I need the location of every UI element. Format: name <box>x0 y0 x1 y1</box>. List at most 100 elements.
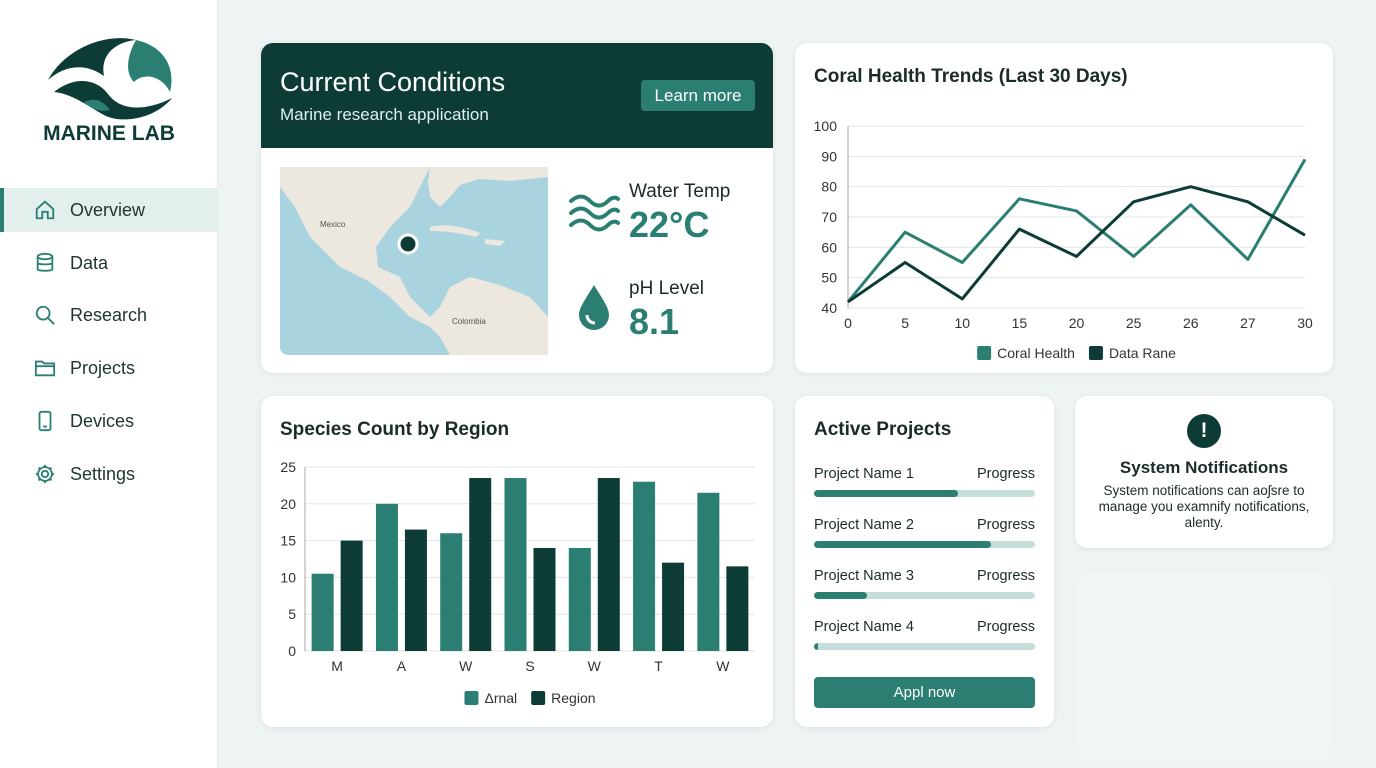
x-tick-label: W <box>588 658 602 674</box>
x-tick-label: 30 <box>1297 315 1313 331</box>
brand-name: MARINE LAB <box>43 122 175 145</box>
nav-item[interactable]: Settings <box>0 452 218 496</box>
alert-icon: ! <box>1187 414 1221 448</box>
wave-icon <box>569 194 620 232</box>
learn-more-button[interactable]: Learn more <box>641 80 755 111</box>
bar <box>662 562 685 651</box>
species-card: Species Count by Region 0 5 10 15 20 25 M A W S W T… <box>261 396 773 727</box>
legend: Coral Health Data Rane <box>977 345 1176 361</box>
map-label: Colombia <box>452 317 486 326</box>
project-status: Progress <box>976 466 1035 482</box>
legend-label: Coral Health <box>997 345 1075 361</box>
nav-item[interactable]: Research <box>0 293 218 337</box>
nav-label: Overview <box>70 199 146 220</box>
nav-icon <box>35 305 55 325</box>
legend-label: Data Rane <box>1109 345 1176 361</box>
bar <box>340 540 363 651</box>
sidebar: MARINE LAB Overview Data Research Projec… <box>0 0 218 768</box>
y-tick-label: 20 <box>280 496 296 512</box>
y-tick-label: 80 <box>821 179 837 195</box>
notifications-title: System Notifications <box>1119 458 1289 477</box>
y-tick-label: 0 <box>288 643 296 659</box>
project-status: Progress <box>976 517 1035 533</box>
bar <box>404 529 427 651</box>
y-tick-label: 100 <box>814 118 838 134</box>
y-tick-label: 50 <box>821 270 837 286</box>
conditions-subtitle: Marine research application <box>280 105 489 124</box>
progress-track <box>814 490 1035 497</box>
x-tick-label: 26 <box>1183 315 1199 331</box>
x-tick-label: 20 <box>1069 315 1085 331</box>
x-tick-label: 25 <box>1126 315 1142 331</box>
nav-label: Settings <box>70 463 136 484</box>
metric-value: 22°C <box>629 204 710 245</box>
nav-label: Data <box>70 252 109 273</box>
progress-track <box>814 592 1035 599</box>
metric-value: 8.1 <box>629 301 680 342</box>
project-status: Progress <box>976 568 1035 584</box>
x-tick-label: 10 <box>954 315 970 331</box>
progress-fill <box>814 592 868 599</box>
chart-title: Species Count by Region <box>280 419 510 440</box>
legend-swatch <box>464 691 479 705</box>
bar <box>375 503 398 651</box>
x-tick-label: 27 <box>1240 315 1256 331</box>
logo <box>48 38 172 120</box>
progress-fill <box>814 490 958 497</box>
bar <box>726 566 749 651</box>
bar-chart: 0 5 10 15 20 25 M A W S W T W Δrnal Region <box>280 459 755 706</box>
line-series <box>847 185 1306 304</box>
apply-button[interactable]: Appl now <box>814 677 1035 708</box>
nav-icon <box>36 252 54 272</box>
map: Mexico Colombia <box>280 167 548 355</box>
bar <box>440 533 463 651</box>
empty-panel <box>1075 570 1333 760</box>
nav-item[interactable]: Devices <box>0 399 218 443</box>
line-chart: 40 50 60 70 80 90 100 0 5 10 15 20 25 26 27 30 Coral Hea… <box>814 118 1313 361</box>
x-tick-label: 0 <box>844 315 852 331</box>
coral-card: Coral Health Trends (Last 30 Days) 40 50 6… <box>795 43 1333 373</box>
nav-label: Projects <box>70 357 136 378</box>
y-tick-label: 5 <box>288 606 296 622</box>
legend-swatch <box>977 346 992 360</box>
legend-label: Δrnal <box>484 690 517 706</box>
nav-item[interactable]: Overview <box>0 188 218 232</box>
legend-label: Region <box>551 690 595 706</box>
nav-item[interactable]: Projects <box>0 346 218 390</box>
x-tick-label: W <box>716 658 730 674</box>
legend-swatch <box>531 691 546 705</box>
project-name: Project Name 2 <box>814 517 914 533</box>
line-series <box>846 158 1307 303</box>
drop-icon <box>579 285 609 330</box>
metric-label: pH Level <box>629 278 704 299</box>
nav-icon <box>34 360 56 377</box>
x-tick-label: W <box>459 658 473 674</box>
notifications-card: ! System Notifications System notificati… <box>1075 396 1333 548</box>
bar <box>533 547 556 651</box>
conditions-card: Current Conditions Marine research appli… <box>261 43 773 373</box>
x-tick-label: S <box>525 658 534 674</box>
y-tick-label: 25 <box>280 459 296 475</box>
nav-item[interactable]: Data <box>0 241 218 285</box>
progress-track <box>814 541 1035 548</box>
y-tick-label: 10 <box>280 569 296 585</box>
x-tick-label: 5 <box>901 315 909 331</box>
nav-label: Devices <box>70 410 135 431</box>
x-tick-label: T <box>654 658 663 674</box>
legend: Δrnal Region <box>464 690 596 706</box>
bar <box>469 478 492 651</box>
nav-icon <box>35 200 55 220</box>
projects-card: Active Projects Appl now Project Name 1 P… <box>795 396 1054 727</box>
progress-fill <box>814 541 991 548</box>
progress-track <box>814 643 1035 650</box>
nav-icon <box>38 410 52 432</box>
y-tick-label: 90 <box>821 148 837 164</box>
bar <box>504 478 527 651</box>
metric-label: Water Temp <box>629 181 731 202</box>
nav-icon <box>35 464 55 484</box>
y-tick-label: 15 <box>280 533 296 549</box>
chart-title: Coral Health Trends (Last 30 Days) <box>814 66 1128 87</box>
x-tick-label: M <box>331 658 343 674</box>
projects-title: Active Projects <box>814 419 952 440</box>
